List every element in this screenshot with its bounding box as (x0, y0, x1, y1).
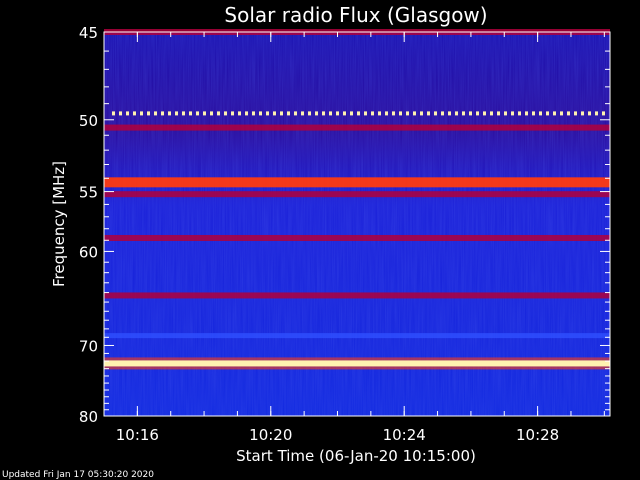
band-dot (448, 111, 451, 116)
band-dot (455, 111, 458, 116)
chart-title: Solar radio Flux (Glasgow) (224, 3, 487, 27)
band-dot (294, 111, 297, 116)
band-dot (371, 111, 374, 116)
updated-timestamp: Updated Fri Jan 17 05:30:20 2020 (2, 470, 154, 480)
band-dot (217, 111, 220, 116)
band-dot (532, 111, 535, 116)
band-dot (126, 111, 129, 116)
band-dot (399, 111, 402, 116)
band-dot (560, 111, 563, 116)
y-tick-label: 50 (79, 112, 98, 130)
band-dot (231, 111, 234, 116)
band-dot (574, 111, 577, 116)
band-dot (504, 111, 507, 116)
x-tick-label: 10:20 (249, 426, 292, 444)
spectral-band (104, 191, 610, 198)
band-dot (238, 111, 241, 116)
band-dot (175, 111, 178, 116)
band-dot (301, 111, 304, 116)
band-dot (119, 111, 122, 116)
band-dot (476, 111, 479, 116)
band-dot (280, 111, 283, 116)
x-tick-label: 10:16 (116, 426, 159, 444)
band-dot (315, 111, 318, 116)
band-dot (196, 111, 199, 116)
y-axis-label: Frequency [MHz] (50, 161, 68, 287)
plot-frame (103, 31, 611, 417)
band-dot (497, 111, 500, 116)
spectral-band (104, 292, 610, 299)
spectral-band (104, 333, 610, 339)
band-dot (427, 111, 430, 116)
band-dot (588, 111, 591, 116)
spectral-band (104, 177, 610, 188)
y-tick-label: 80 (79, 408, 98, 426)
band-dot (140, 111, 143, 116)
band-dot (602, 111, 605, 116)
band-dot (490, 111, 493, 116)
band-dot (322, 111, 325, 116)
band-dot (378, 111, 381, 116)
y-tick-label: 45 (79, 24, 98, 42)
band-dot (245, 111, 248, 116)
band-dot (161, 111, 164, 116)
band-dot (420, 111, 423, 116)
band-dot (518, 111, 521, 116)
band-dot (434, 111, 437, 116)
band-dot (343, 111, 346, 116)
band-dot (546, 111, 549, 116)
x-tick-label: 10:24 (383, 426, 426, 444)
x-axis-label: Start Time (06-Jan-20 10:15:00) (236, 447, 476, 465)
band-dot (357, 111, 360, 116)
band-dot (203, 111, 206, 116)
band-dot (553, 111, 556, 116)
band-dot (392, 111, 395, 116)
band-dot (210, 111, 213, 116)
band-dot (252, 111, 255, 116)
band-dot (567, 111, 570, 116)
y-tick-label: 55 (79, 184, 98, 202)
y-tick-label: 70 (79, 337, 98, 355)
band-dot (525, 111, 528, 116)
band-dot (329, 111, 332, 116)
band-dot (273, 111, 276, 116)
band-dot (511, 111, 514, 116)
band-dot (441, 111, 444, 116)
y-tick-label: 60 (79, 243, 98, 261)
x-axis: 10:16 10:20 10:24 10:28 (116, 32, 605, 444)
band-dot (287, 111, 290, 116)
band-dot (259, 111, 262, 116)
x-tick-label: 10:28 (516, 426, 559, 444)
band-dot (462, 111, 465, 116)
band-dot (182, 111, 185, 116)
band-dot (483, 111, 486, 116)
band-dot (147, 111, 150, 116)
band-dot (308, 111, 311, 116)
band-dot (168, 111, 171, 116)
band-dot (595, 111, 598, 116)
band-dot (581, 111, 584, 116)
y-axis: 45 50 55 60 70 80 (79, 24, 610, 426)
band-dot (469, 111, 472, 116)
band-dot (350, 111, 353, 116)
band-dot (133, 111, 136, 116)
band-dot (364, 111, 367, 116)
band-dot (266, 111, 269, 116)
spectrogram-noise (104, 32, 610, 416)
plot-area (103, 29, 611, 417)
band-dot (413, 111, 416, 116)
band-dot (385, 111, 388, 116)
band-dot (112, 111, 115, 116)
spectral-band (104, 360, 610, 367)
band-dot (539, 111, 542, 116)
band-dot (189, 111, 192, 116)
spectral-band (104, 234, 610, 241)
spectral-band (104, 124, 610, 131)
band-dot (336, 111, 339, 116)
band-dot (406, 111, 409, 116)
band-dot (224, 111, 227, 116)
band-dot (154, 111, 157, 116)
